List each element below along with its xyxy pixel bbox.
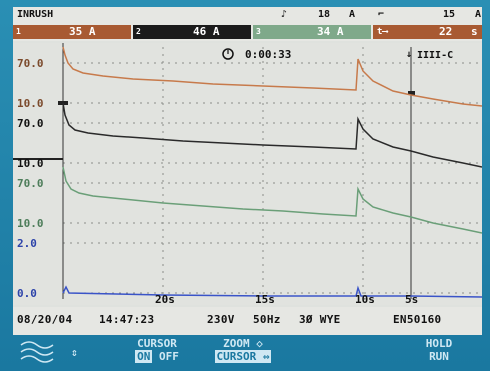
- status-voltage: 230V: [207, 313, 235, 326]
- cursor-off: OFF: [159, 350, 179, 363]
- ch3-index: 3: [256, 27, 261, 36]
- trace-phase-2: [62, 102, 482, 168]
- hold-label: HOLD: [425, 337, 453, 350]
- peak-value: 18: [318, 9, 331, 20]
- ch2-value: 46 A: [193, 25, 220, 38]
- y-label-3-max: 70.0: [17, 177, 44, 190]
- ch1-index: 1: [16, 27, 21, 36]
- y-label-2-min: 10.0: [17, 157, 44, 170]
- ch1-readout: 1 35 A: [13, 25, 131, 39]
- trace-phase-3: [62, 166, 482, 234]
- ch2-readout: 2 46 A: [133, 25, 251, 39]
- peak-icon: ♪: [281, 9, 288, 20]
- status-config: 3Ø WYE: [299, 313, 341, 326]
- ch3-readout: 3 34 A: [253, 25, 371, 39]
- x-tick-5s: 5s: [405, 293, 418, 305]
- trigger-icon: ⌐: [378, 9, 385, 20]
- x-tick-10s: 10s: [355, 293, 375, 305]
- x-tick-15s: 15s: [255, 293, 275, 305]
- cursor-label: CURSOR: [137, 337, 177, 350]
- y-label-1-min: 10.0: [17, 97, 44, 110]
- timer-icon: t⟶: [377, 27, 388, 37]
- ch3-value: 34 A: [317, 25, 344, 38]
- y-label-4-max: 2.0: [17, 237, 37, 250]
- elapsed-timer: 0:00:33: [245, 48, 291, 61]
- wave-icon: ⇕: [20, 341, 78, 363]
- time-limit-readout: t⟶ 22 s: [373, 25, 482, 39]
- ch2-index: 2: [136, 27, 141, 36]
- clock-icon: [222, 48, 234, 60]
- grid: [63, 47, 482, 299]
- cursor-marker: [408, 91, 415, 95]
- zoom-label: ZOOM ◇: [223, 337, 263, 350]
- trace-neutral: [62, 285, 482, 298]
- x-tick-20s: 20s: [155, 293, 175, 305]
- trace-phase-1: [62, 46, 482, 107]
- softkey-cursor[interactable]: CURSOR ON OFF: [119, 335, 195, 370]
- run-label: RUN: [429, 350, 449, 363]
- time-limit-unit: s: [471, 25, 478, 38]
- trend-plot: 70.0 10.0 70.0 10.0 70.0 10.0 2.0 0.0 20…: [13, 43, 482, 306]
- updown-icon: ⇕: [71, 346, 78, 359]
- status-bar: 08/20/04 14:47:23 230V 50Hz 3Ø WYE EN501…: [13, 307, 482, 335]
- cursor-arrow-icon: ↓: [406, 49, 412, 60]
- ch1-value: 35 A: [69, 25, 96, 38]
- y-label-3-min: 10.0: [17, 217, 44, 230]
- y-label-2-max: 70.0: [17, 117, 44, 130]
- zoom-cursor: CURSOR ⇔: [214, 350, 272, 363]
- status-time: 14:47:23: [99, 313, 155, 326]
- softkey-scope[interactable]: ⇕: [15, 335, 95, 368]
- lcd-screen: INRUSH ♪ 18 A ⌐ 15 A 1 35 A 2 46 A 3 34 …: [13, 7, 482, 335]
- mode-title: INRUSH: [17, 9, 54, 20]
- trigger-level: 15: [443, 9, 456, 20]
- time-limit-value: 22: [439, 25, 453, 38]
- y-label-4-min: 0.0: [17, 287, 37, 300]
- y-label-1-max: 70.0: [17, 57, 44, 70]
- status-date: 08/20/04: [17, 313, 73, 326]
- softkey-hold-run[interactable]: HOLD RUN: [399, 335, 479, 370]
- trend-plot-svg: 70.0 10.0 70.0 10.0 70.0 10.0 2.0 0.0 20…: [13, 43, 482, 306]
- battery-icon: IIII-C: [417, 50, 453, 61]
- softkey-zoom[interactable]: ZOOM ◇ CURSOR ⇔: [201, 335, 285, 370]
- trigger-unit: A: [475, 9, 482, 20]
- status-frequency: 50Hz: [253, 313, 281, 326]
- header-panel: INRUSH ♪ 18 A ⌐ 15 A 1 35 A 2 46 A 3 34 …: [13, 7, 482, 41]
- peak-unit: A: [349, 9, 356, 20]
- softkey-bar: ⇕ CURSOR ON OFF ZOOM ◇ CURSOR ⇔ HOLD RUN: [13, 335, 482, 368]
- cursor-on: ON: [135, 350, 153, 363]
- status-standard: EN50160: [393, 313, 442, 326]
